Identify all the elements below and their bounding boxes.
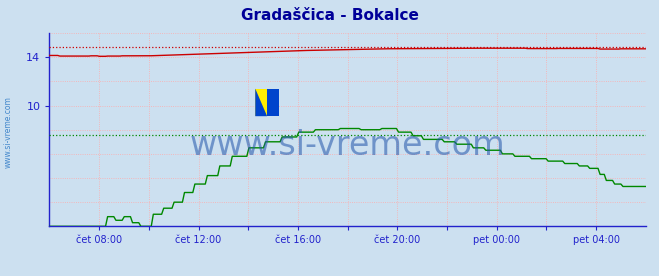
Text: Gradaščica - Bokalce: Gradaščica - Bokalce [241,8,418,23]
Text: www.si-vreme.com: www.si-vreme.com [190,129,505,162]
Text: www.si-vreme.com: www.si-vreme.com [4,97,13,168]
